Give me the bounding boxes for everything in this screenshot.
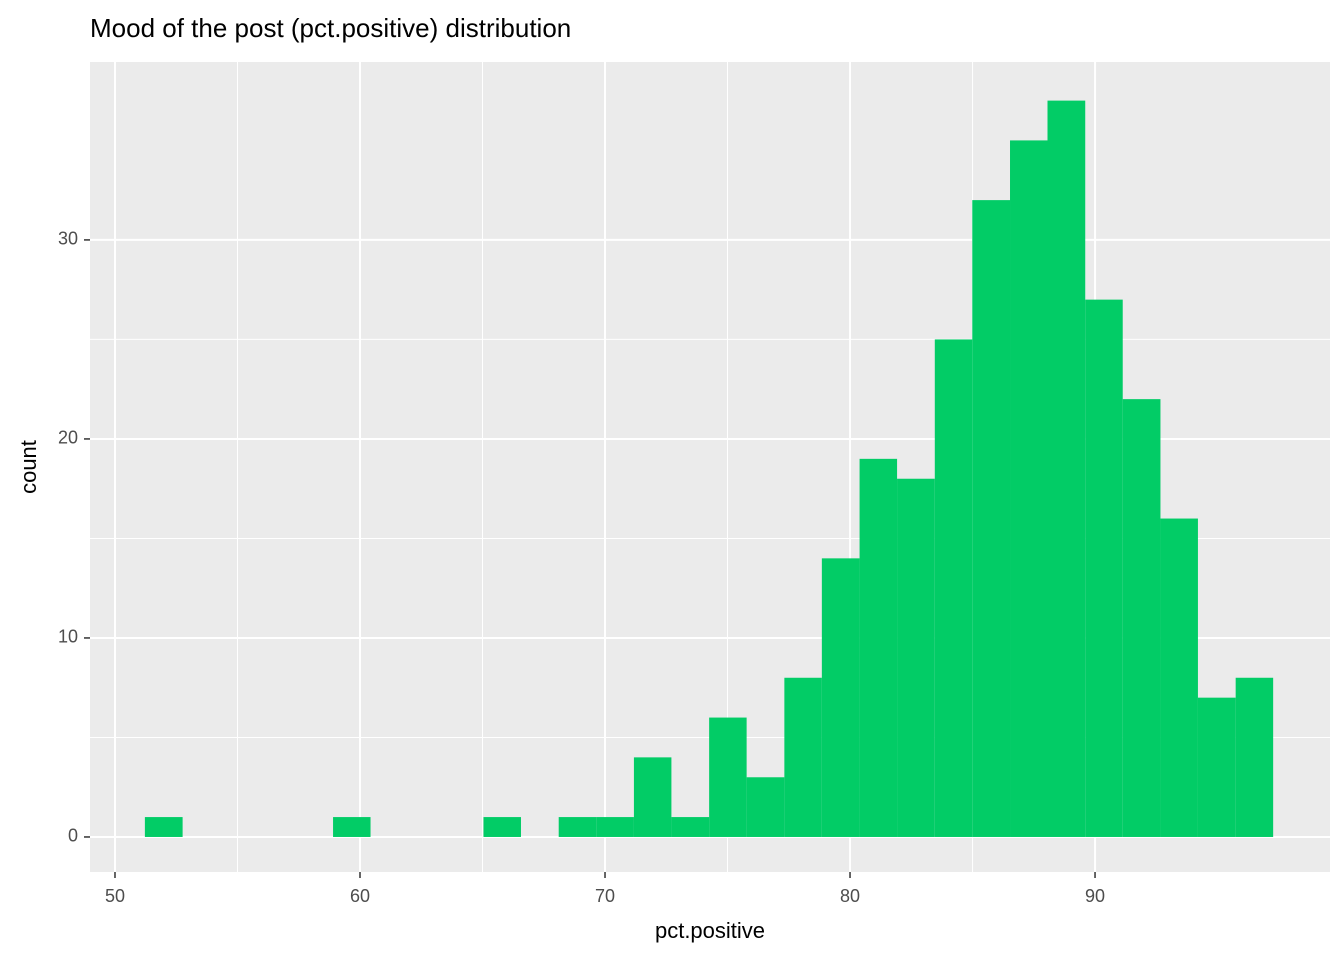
y-tick-label: 20 [58,428,78,448]
bar [1047,100,1086,837]
bar [859,458,898,837]
x-tick-label: 50 [105,886,125,906]
bar [558,817,597,837]
x-axis-label: pct.positive [655,918,765,943]
bar [972,200,1011,837]
bar [821,558,860,837]
y-tick-label: 30 [58,229,78,249]
y-tick-label: 0 [68,826,78,846]
bar [596,817,634,837]
x-tick-label: 70 [595,886,615,906]
y-tick-label: 10 [58,627,78,647]
chart-title: Mood of the post (pct.positive) distribu… [90,13,571,43]
bar [1197,697,1236,837]
bar [1010,140,1048,837]
bar [934,339,973,837]
bar [746,777,785,837]
bar [1235,677,1274,837]
x-tick-label: 80 [840,886,860,906]
y-axis-label: count [16,440,41,494]
bar [1122,399,1161,837]
x-tick-label: 90 [1085,886,1105,906]
bar [1160,518,1198,837]
bar [633,757,672,837]
bar [784,677,822,837]
bar [483,817,521,837]
bar [1085,299,1123,837]
bar [897,478,935,837]
bar [671,817,710,837]
bar [144,817,183,837]
bar [709,717,747,837]
bar [333,817,371,837]
x-tick-label: 60 [350,886,370,906]
